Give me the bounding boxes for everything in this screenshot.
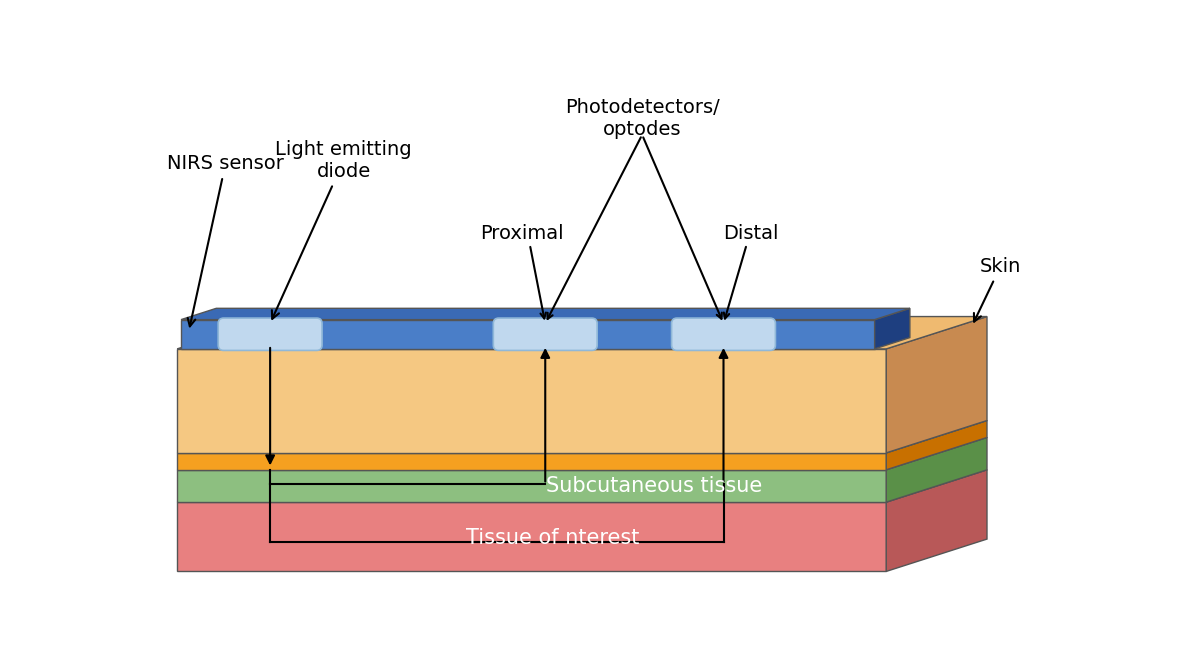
Text: NIRS sensor: NIRS sensor <box>167 154 284 327</box>
Polygon shape <box>181 319 875 349</box>
Polygon shape <box>887 420 986 470</box>
Polygon shape <box>178 453 887 470</box>
Polygon shape <box>178 470 986 502</box>
Text: Light emitting
diode: Light emitting diode <box>272 140 412 319</box>
Polygon shape <box>178 420 986 453</box>
Polygon shape <box>178 349 887 453</box>
Polygon shape <box>887 317 986 453</box>
FancyBboxPatch shape <box>672 318 775 351</box>
Polygon shape <box>178 502 887 571</box>
Polygon shape <box>875 309 910 349</box>
FancyBboxPatch shape <box>493 318 598 351</box>
Polygon shape <box>887 470 986 571</box>
Text: Distal: Distal <box>722 224 779 242</box>
Polygon shape <box>178 470 887 502</box>
Polygon shape <box>178 438 986 470</box>
Text: Subcutaneous tissue: Subcutaneous tissue <box>546 476 762 496</box>
Polygon shape <box>887 438 986 502</box>
Text: Tissue of nterest: Tissue of nterest <box>467 528 640 548</box>
FancyBboxPatch shape <box>218 318 322 351</box>
Text: Photodetectors/
optodes: Photodetectors/ optodes <box>565 98 720 139</box>
Text: Proximal: Proximal <box>480 224 564 242</box>
Polygon shape <box>181 309 910 319</box>
Text: Skin: Skin <box>974 257 1021 322</box>
Polygon shape <box>178 317 986 349</box>
